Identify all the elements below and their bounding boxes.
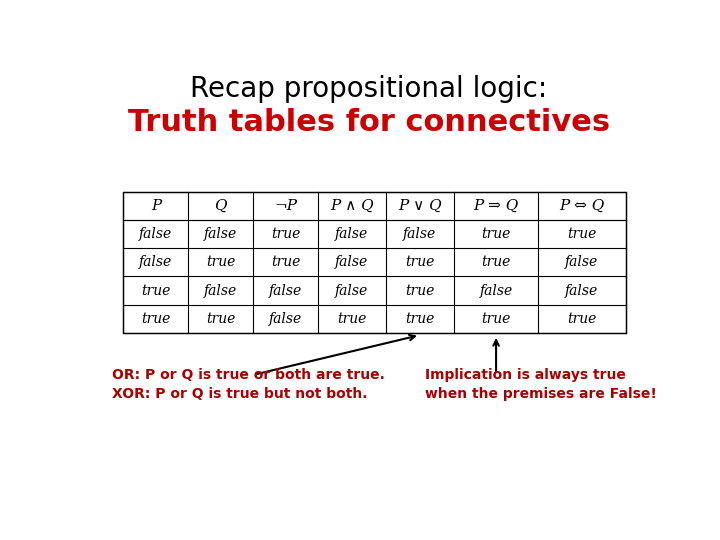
Text: true: true bbox=[271, 227, 300, 241]
Text: P ∨ Q: P ∨ Q bbox=[398, 199, 442, 213]
Text: OR: P or Q is true or both are true.
XOR: P or Q is true but not both.: OR: P or Q is true or both are true. XOR… bbox=[112, 368, 385, 401]
Text: false: false bbox=[403, 227, 436, 241]
Text: false: false bbox=[565, 284, 598, 298]
Text: true: true bbox=[405, 284, 435, 298]
Text: true: true bbox=[482, 227, 510, 241]
Text: false: false bbox=[336, 227, 369, 241]
Text: true: true bbox=[206, 312, 235, 326]
Text: true: true bbox=[482, 312, 510, 326]
Text: true: true bbox=[271, 255, 300, 269]
Text: ¬P: ¬P bbox=[274, 199, 297, 213]
Text: true: true bbox=[337, 312, 366, 326]
Text: false: false bbox=[480, 284, 513, 298]
Text: true: true bbox=[567, 312, 597, 326]
Text: true: true bbox=[405, 255, 435, 269]
Text: Implication is always true
when the premises are False!: Implication is always true when the prem… bbox=[425, 368, 657, 401]
Text: false: false bbox=[139, 255, 173, 269]
Text: true: true bbox=[567, 227, 597, 241]
Text: true: true bbox=[141, 284, 171, 298]
Text: true: true bbox=[141, 312, 171, 326]
Text: false: false bbox=[204, 284, 238, 298]
Text: false: false bbox=[139, 227, 173, 241]
Text: P ⇒ Q: P ⇒ Q bbox=[474, 199, 518, 213]
Text: false: false bbox=[269, 312, 302, 326]
Text: Recap propositional logic:: Recap propositional logic: bbox=[190, 75, 548, 103]
Text: false: false bbox=[269, 284, 302, 298]
Text: P ∧ Q: P ∧ Q bbox=[330, 199, 374, 213]
Text: true: true bbox=[206, 255, 235, 269]
Text: false: false bbox=[336, 284, 369, 298]
Text: Q: Q bbox=[215, 199, 227, 213]
Text: P ⇔ Q: P ⇔ Q bbox=[559, 199, 605, 213]
Text: false: false bbox=[336, 255, 369, 269]
Bar bbox=[124, 192, 626, 333]
Text: true: true bbox=[482, 255, 510, 269]
Text: true: true bbox=[405, 312, 435, 326]
Text: false: false bbox=[204, 227, 238, 241]
Text: P: P bbox=[150, 199, 161, 213]
Text: Truth tables for connectives: Truth tables for connectives bbox=[128, 109, 610, 138]
Text: false: false bbox=[565, 255, 598, 269]
